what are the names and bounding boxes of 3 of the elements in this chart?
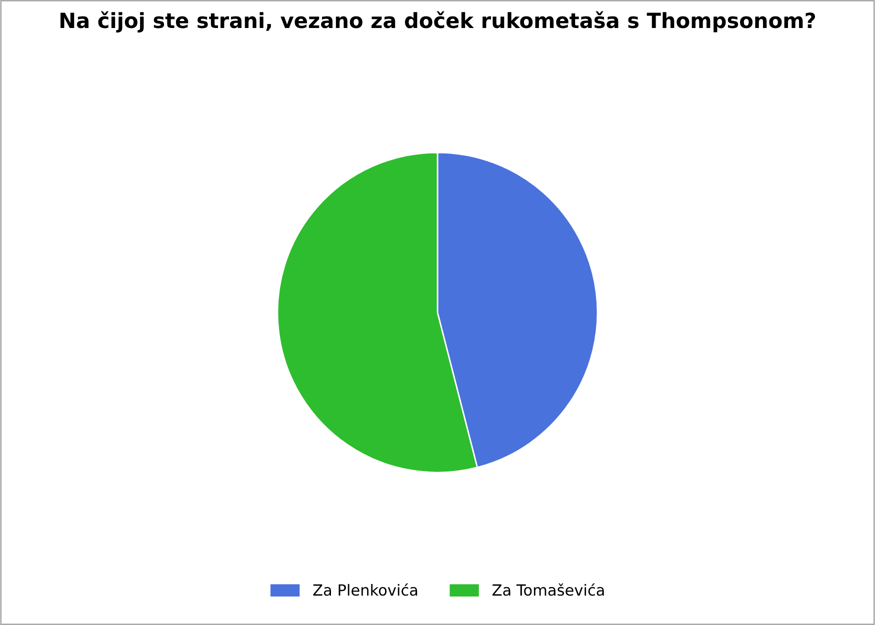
legend-label: Za Plenkovića [313, 583, 418, 596]
legend-label: Za Tomaševića [492, 583, 604, 596]
chart-title: Na čijoj ste strani, vezano za doček rukometaša s Thompsonom? [60, 11, 816, 32]
